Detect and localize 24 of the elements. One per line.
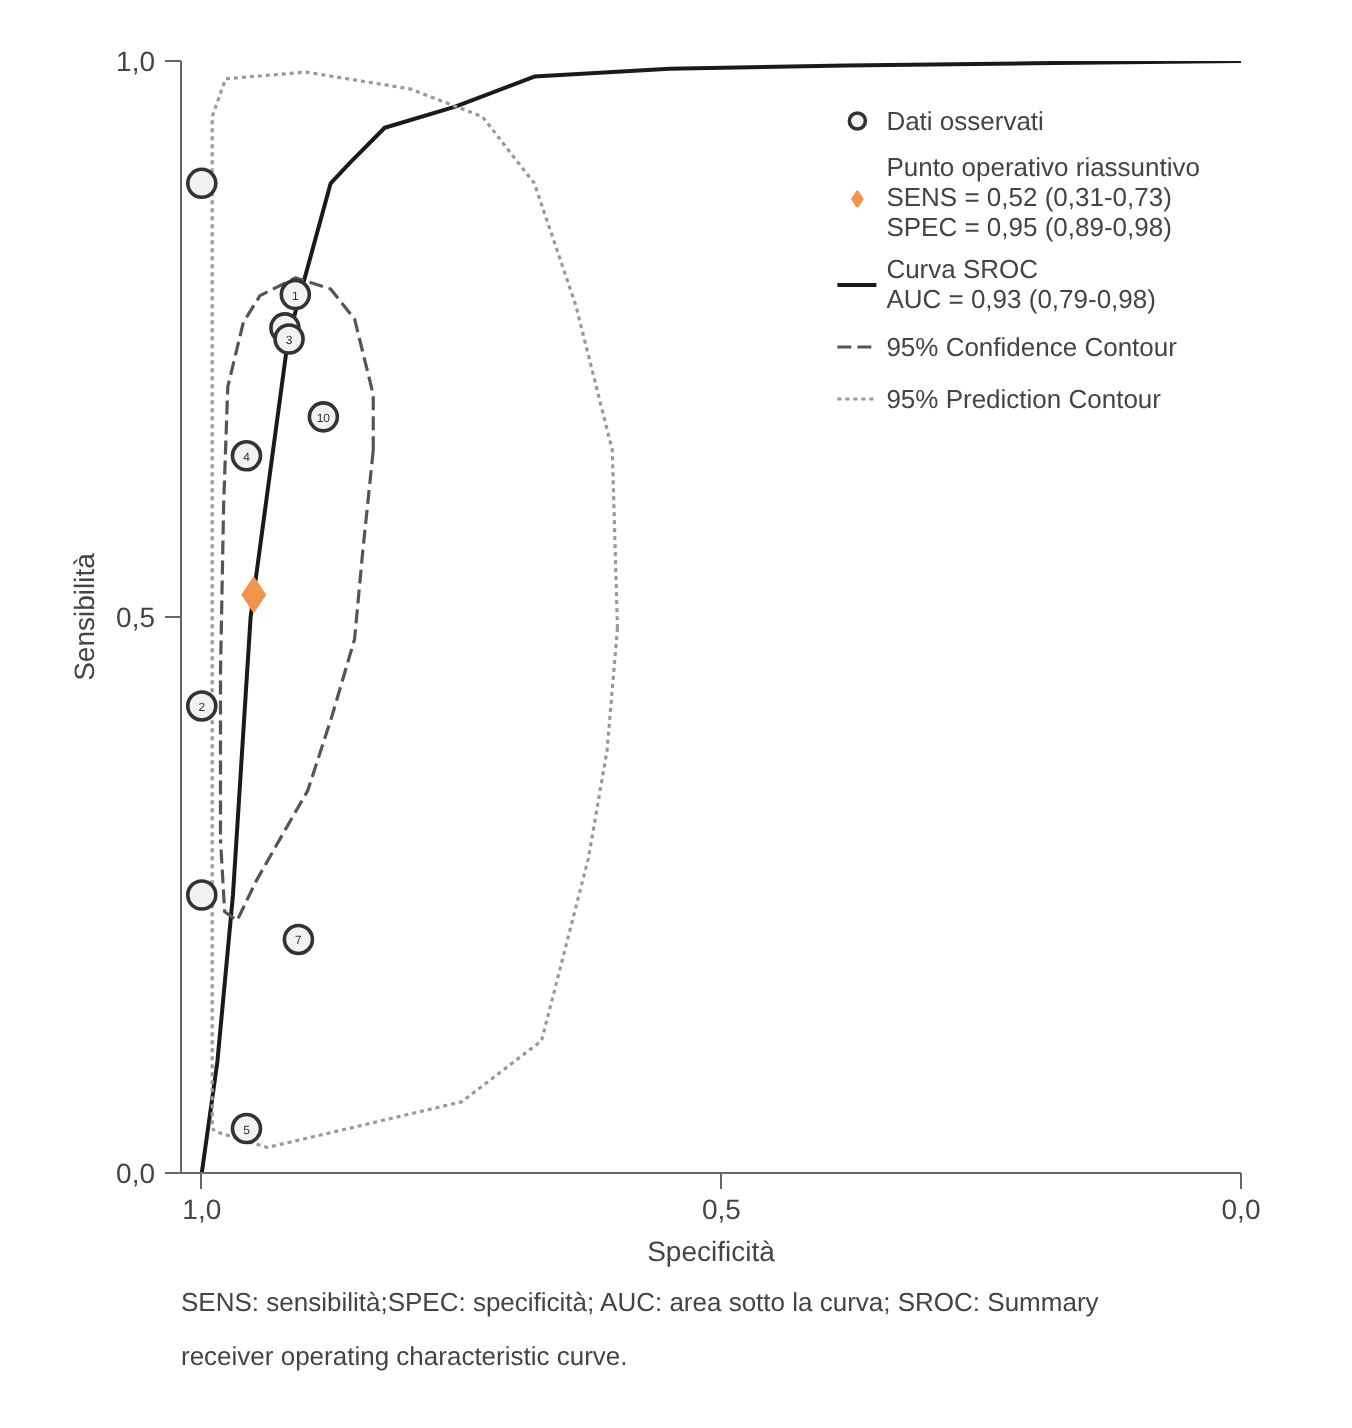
point — [273, 323, 305, 355]
point — [282, 923, 315, 956]
x-axis-title: Specificità — [647, 1235, 776, 1267]
text: SENS: sensibilità;SPEC: specificità; AUC: area sotto la curva; SROC: Summary receiver operating characteristic curve. — [181, 1287, 1100, 1371]
point — [185, 879, 218, 911]
x-tick-label: 0,0 — [1221, 1193, 1261, 1225]
y-axis-title: Sensibilità — [68, 552, 101, 681]
y-tick-label: 0,0 — [116, 1157, 156, 1189]
y-tick-label: 1,0 — [116, 45, 156, 77]
y-tick-label: 0,5 — [116, 601, 156, 633]
point — [185, 690, 218, 722]
legend-label: 95% Confidence Contour — [886, 329, 1177, 364]
x-tick-label: 1,0 — [182, 1193, 222, 1225]
point — [230, 1112, 263, 1145]
x-tick-label: 0,5 — [701, 1193, 742, 1225]
point — [279, 278, 312, 311]
legend-label: 95% Prediction Contour — [886, 381, 1161, 416]
point — [185, 167, 218, 200]
point — [230, 439, 263, 472]
point — [241, 576, 267, 613]
legend-label: Punto operativo riassuntivo SENS = 0,52 (0,31-0,73) SPEC = 0,95 (0,89-0,98) — [886, 152, 1200, 242]
legend-label: Dati osservati — [886, 103, 1044, 138]
line-series — [199, 61, 1241, 1173]
legend-label: Curva SROC AUC = 0,93 (0,79-0,98) — [886, 254, 1156, 314]
